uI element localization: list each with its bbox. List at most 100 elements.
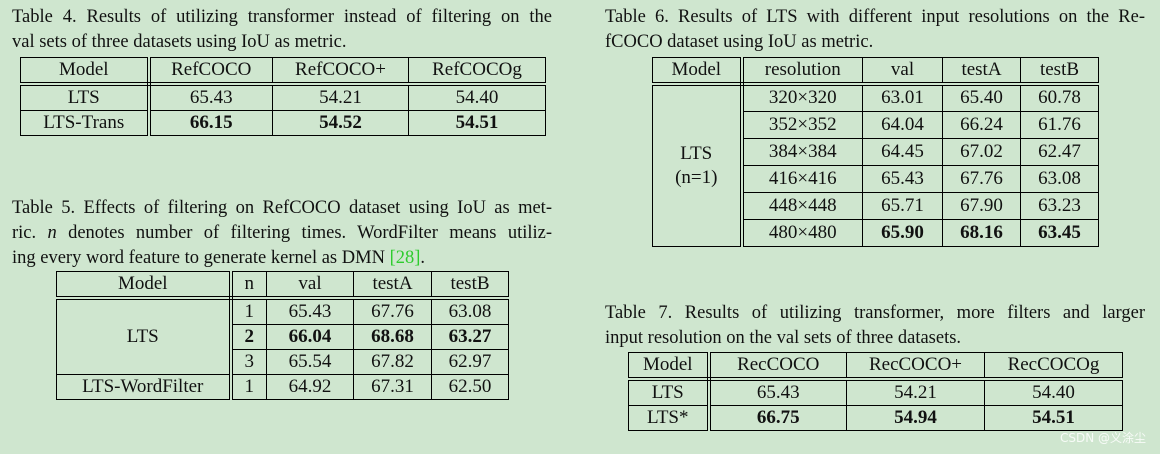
- table: Model resolution val testA testB LTS (n=1) 320…: [652, 57, 1099, 247]
- table-row: LTS* 66.75 54.94 54.51: [628, 405, 1123, 431]
- table-cell: 63.08: [431, 297, 509, 325]
- table-cell: 65.54: [266, 349, 354, 375]
- text: Model n val testA testB LTS 1 65.43 67.76 63.08 …: [56, 271, 509, 400]
- table-cell: 65.43: [708, 378, 847, 406]
- text: fCOCO dataset using IoU as metric.: [605, 32, 874, 52]
- text: .: [420, 248, 426, 268]
- text: Table 5. Effects of filtering on RefCOCO…: [12, 198, 552, 218]
- caption: Table 5. Effects of filtering on RefCOCO…: [12, 196, 552, 271]
- text: Model resolution val testA testB: [652, 57, 1099, 86]
- table-cell: 68.16: [942, 218, 1021, 247]
- table-cell: 60.78: [1020, 83, 1099, 112]
- table-cell: LTS: [56, 297, 233, 375]
- table-cell: 480×480: [741, 218, 863, 247]
- table-cell: resolution: [741, 57, 863, 86]
- text: Model RefCOCO RefCOCO+ RefCOCOg LTS 65.43 54.…: [20, 57, 546, 136]
- table-cell: 416×416: [741, 164, 863, 193]
- table-cell: 66.15: [148, 110, 273, 136]
- table-row: 448×448 65.71 67.90 63.23: [653, 191, 1099, 220]
- text: Table 6. Results of LTS with different i…: [605, 7, 1145, 27]
- table-cell: Model: [56, 271, 233, 300]
- table-row: Model resolution val testA testB: [652, 57, 1099, 86]
- table: Model n val testA testB LTS 1 65.43 67.76 63.08 …: [56, 271, 509, 400]
- table-row: 352×352 64.04 66.24 61.76: [653, 110, 1099, 139]
- table-cell: 63.23: [1020, 191, 1099, 220]
- table-cell: RefCOCOg: [408, 57, 546, 86]
- table-cell: val: [266, 271, 354, 300]
- table-cell: 63.08: [1020, 164, 1099, 193]
- text: denotes number of filtering times. WordF…: [56, 223, 553, 243]
- table-cell: 448×448: [741, 191, 863, 220]
- table-cell: 62.47: [1020, 137, 1099, 166]
- text: [28]: [389, 248, 421, 268]
- table-cell: 54.40: [984, 378, 1123, 406]
- text: ric.: [12, 223, 48, 243]
- text: Model RecCOCO RecCOCO+ RecCOCOg LTS 65.43 54.…: [628, 352, 1123, 431]
- table-cell: LTS: [20, 83, 151, 111]
- table-cell: Model: [628, 352, 711, 381]
- table-cell: val: [862, 57, 943, 86]
- table-cell: 320×320: [741, 83, 863, 112]
- table-cell: 67.76: [942, 164, 1021, 193]
- caption: Table 6. Results of LTS with different i…: [605, 5, 1145, 55]
- table-cell: 1: [230, 297, 267, 325]
- text: val sets of three datasets using IoU as …: [12, 32, 347, 52]
- table-cell: 68.68: [353, 324, 432, 350]
- caption: Table 7. Results of utilizing transforme…: [605, 301, 1145, 351]
- table-cell: 54.40: [408, 83, 546, 111]
- table-cell: RecCOCO: [708, 352, 847, 381]
- table-cell: 54.51: [408, 110, 546, 136]
- table-cell: 67.31: [353, 374, 432, 400]
- table-cell: 2: [230, 324, 267, 350]
- table-row: Model RecCOCO RecCOCO+ RecCOCOg: [628, 352, 1123, 381]
- table-cell: 54.52: [272, 110, 409, 136]
- table-cell: LTS (n=1): [652, 83, 744, 247]
- table: Model RefCOCO RefCOCO+ RefCOCOg LTS 65.43 54.…: [20, 57, 546, 136]
- table-row: 3 65.54 67.82 62.97: [57, 349, 509, 375]
- text: ric. n denotes number of filtering times…: [12, 221, 552, 246]
- watermark: CSDN @义涂尘: [1059, 431, 1146, 445]
- table-cell: Model: [652, 57, 744, 86]
- table-cell: 54.21: [272, 83, 409, 111]
- table-cell: testB: [431, 271, 509, 300]
- cell-text: LTS: [680, 142, 713, 164]
- table-cell: 65.71: [862, 191, 943, 220]
- text: input resolution on the val sets of thre…: [605, 328, 962, 348]
- table-cell: 3: [230, 349, 267, 375]
- table-cell: RecCOCOg: [984, 352, 1123, 381]
- table-cell: 66.75: [708, 405, 847, 431]
- table-cell: 66.24: [942, 110, 1021, 139]
- table-row: Model RefCOCO RefCOCO+ RefCOCOg: [20, 57, 546, 86]
- table-cell: Model: [20, 57, 151, 86]
- table-row: LTS 65.43 54.21 54.40: [20, 83, 546, 111]
- table-cell: n: [230, 271, 267, 300]
- table-cell: 63.27: [431, 324, 509, 350]
- table-cell: 65.40: [942, 83, 1021, 112]
- text: ing every word feature to generate kerne…: [12, 246, 552, 271]
- table-cell: testA: [942, 57, 1021, 86]
- table-cell: 67.76: [353, 297, 432, 325]
- table-cell: 67.82: [353, 349, 432, 375]
- table-cell: 64.04: [862, 110, 943, 139]
- text: ing every word feature to generate kerne…: [12, 248, 390, 268]
- table-cell: 64.45: [862, 137, 943, 166]
- text: Table 4. Results of utilizing transforme…: [12, 7, 552, 27]
- table-cell: 65.90: [862, 218, 943, 247]
- table-cell: LTS-WordFilter: [56, 374, 233, 400]
- table-cell: RefCOCO+: [272, 57, 409, 86]
- text: n: [47, 223, 57, 243]
- table-cell: 1: [230, 374, 267, 400]
- table-cell: testA: [353, 271, 432, 300]
- table-cell: 61.76: [1020, 110, 1099, 139]
- table-cell: 62.97: [431, 349, 509, 375]
- table-cell: 54.94: [846, 405, 985, 431]
- cell-text: (n=1): [675, 166, 718, 188]
- table-cell: 54.21: [846, 378, 985, 406]
- table-row: LTS 1 65.43 67.76 63.08: [56, 297, 509, 375]
- table-cell: LTS: [628, 378, 711, 406]
- table-cell: 63.45: [1020, 218, 1099, 247]
- table-row: Model n val testA testB: [56, 271, 509, 300]
- table-cell: 67.90: [942, 191, 1021, 220]
- table-row: LTS-WordFilter 1 64.92 67.31 62.50: [56, 374, 509, 400]
